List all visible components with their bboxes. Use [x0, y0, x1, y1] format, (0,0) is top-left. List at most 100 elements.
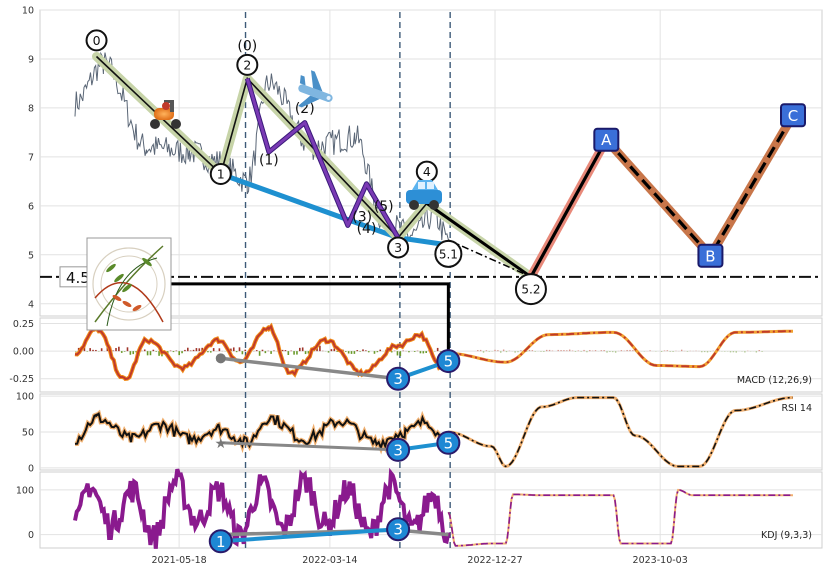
- macd-hist-bar: [532, 350, 533, 351]
- rsi-star-marker: ★: [214, 436, 227, 452]
- macd-hist-bar: [379, 350, 381, 351]
- macd-hist-bar: [285, 350, 287, 351]
- macd-hist-bar: [535, 351, 536, 352]
- macd-hist-bar: [408, 351, 410, 352]
- macd-hist-bar: [288, 351, 290, 355]
- macd-hist-bar: [566, 350, 567, 351]
- macd-hist-bar: [629, 350, 630, 351]
- y-tick-label: 0: [28, 463, 34, 474]
- macd-hist-bar: [348, 351, 350, 353]
- macd-hist-bar: [733, 351, 734, 352]
- wave-label: 2: [243, 57, 251, 72]
- macd-hist-bar: [707, 351, 708, 352]
- macd-hist-bar: [290, 351, 292, 352]
- y-tick-label: 100: [16, 485, 34, 496]
- kdj-label: KDJ (9,3,3): [761, 530, 812, 541]
- macd-hist-bar: [572, 351, 573, 352]
- macd-hist-bar: [710, 351, 711, 352]
- macd-divergence-start: [216, 353, 226, 363]
- macd-hist-bar: [118, 347, 120, 351]
- y-tick-label: 0.25: [13, 319, 34, 330]
- macd-hist-bar: [132, 351, 134, 354]
- macd-hist-bar: [365, 350, 367, 351]
- macd-hist-bar: [649, 350, 650, 351]
- macd-hist-bar: [681, 350, 682, 351]
- macd-hist-bar: [319, 346, 321, 351]
- macd-hist-bar: [270, 351, 272, 354]
- macd-hist-bar: [569, 350, 570, 352]
- marker-label: 3: [393, 370, 403, 388]
- macd-hist-bar: [494, 350, 495, 351]
- macd-hist-bar: [302, 347, 304, 351]
- macd-hist-bar: [578, 350, 579, 351]
- macd-hist-bar: [242, 351, 244, 354]
- macd-hist-bar: [503, 349, 504, 351]
- macd-hist-bar: [345, 351, 347, 352]
- y-tick-label: 7: [28, 152, 34, 163]
- macd-hist-bar: [601, 350, 602, 351]
- x-tick-label: 2023-10-03: [633, 555, 688, 566]
- macd-hist-bar: [273, 351, 275, 352]
- wave-label: 3: [394, 240, 402, 255]
- macd-hist-bar: [517, 351, 518, 352]
- macd-hist-bar: [592, 351, 593, 352]
- macd-hist-bar: [687, 351, 688, 352]
- wave-label: (5): [374, 199, 394, 215]
- macd-hist-bar: [609, 351, 610, 352]
- macd-hist-bar: [514, 351, 515, 353]
- macd-hist-bar: [155, 351, 157, 352]
- marker-label: 5: [444, 434, 454, 452]
- level-label: 4.5: [66, 269, 90, 287]
- macd-hist-bar: [400, 351, 402, 356]
- macd-hist-bar: [356, 350, 358, 351]
- macd-label: MACD (12,26,9): [737, 375, 812, 386]
- inset-thumbnail: [87, 238, 171, 330]
- macd-hist-bar: [328, 351, 330, 352]
- macd-hist-bar: [621, 350, 622, 351]
- macd-hist-bar: [190, 351, 192, 352]
- x-tick-label: 2022-12-27: [467, 555, 522, 566]
- macd-hist-bar: [354, 351, 356, 354]
- macd-hist-bar: [377, 351, 379, 352]
- macd-hist-bar: [549, 350, 550, 351]
- macd-hist-bar: [130, 351, 132, 355]
- macd-hist-bar: [661, 351, 662, 352]
- macd-hist-bar: [210, 351, 212, 352]
- macd-hist-bar: [184, 350, 186, 351]
- macd-hist-bar: [187, 348, 189, 351]
- macd-hist-bar: [664, 350, 665, 351]
- macd-hist-bar: [414, 351, 416, 352]
- macd-hist-bar: [477, 350, 478, 351]
- macd-hist-bar: [293, 351, 295, 355]
- macd-hist-bar: [437, 348, 439, 351]
- abc-label: A: [601, 131, 612, 149]
- macd-hist-bar: [672, 351, 673, 352]
- marker-label: 3: [393, 441, 403, 459]
- macd-hist-bar: [595, 350, 596, 351]
- wave-label: 0: [93, 33, 101, 48]
- macd-hist-bar: [744, 351, 745, 352]
- macd-hist-bar: [178, 351, 180, 355]
- x-tick-label: 2021-05-18: [152, 555, 207, 566]
- marker-label: 5: [444, 353, 454, 371]
- macd-hist-bar: [761, 351, 762, 352]
- macd-hist-bar: [305, 351, 307, 354]
- macd-hist-bar: [500, 351, 501, 353]
- y-tick-label: 6: [28, 201, 34, 212]
- macd-hist-bar: [560, 350, 561, 351]
- macd-hist-bar: [483, 351, 484, 353]
- macd-hist-bar: [89, 348, 91, 351]
- macd-hist-bar: [704, 351, 705, 352]
- macd-hist-bar: [529, 350, 530, 351]
- macd-hist-bar: [127, 347, 129, 351]
- macd-hist-bar: [489, 351, 490, 352]
- abc-label: B: [705, 247, 715, 265]
- macd-hist-bar: [262, 350, 264, 351]
- macd-hist-bar: [333, 349, 335, 352]
- abc-label: C: [788, 107, 798, 125]
- macd-hist-bar: [736, 351, 737, 352]
- y-tick-label: 0.00: [13, 347, 34, 358]
- macd-hist-bar: [612, 351, 613, 352]
- macd-hist-bar: [543, 351, 544, 352]
